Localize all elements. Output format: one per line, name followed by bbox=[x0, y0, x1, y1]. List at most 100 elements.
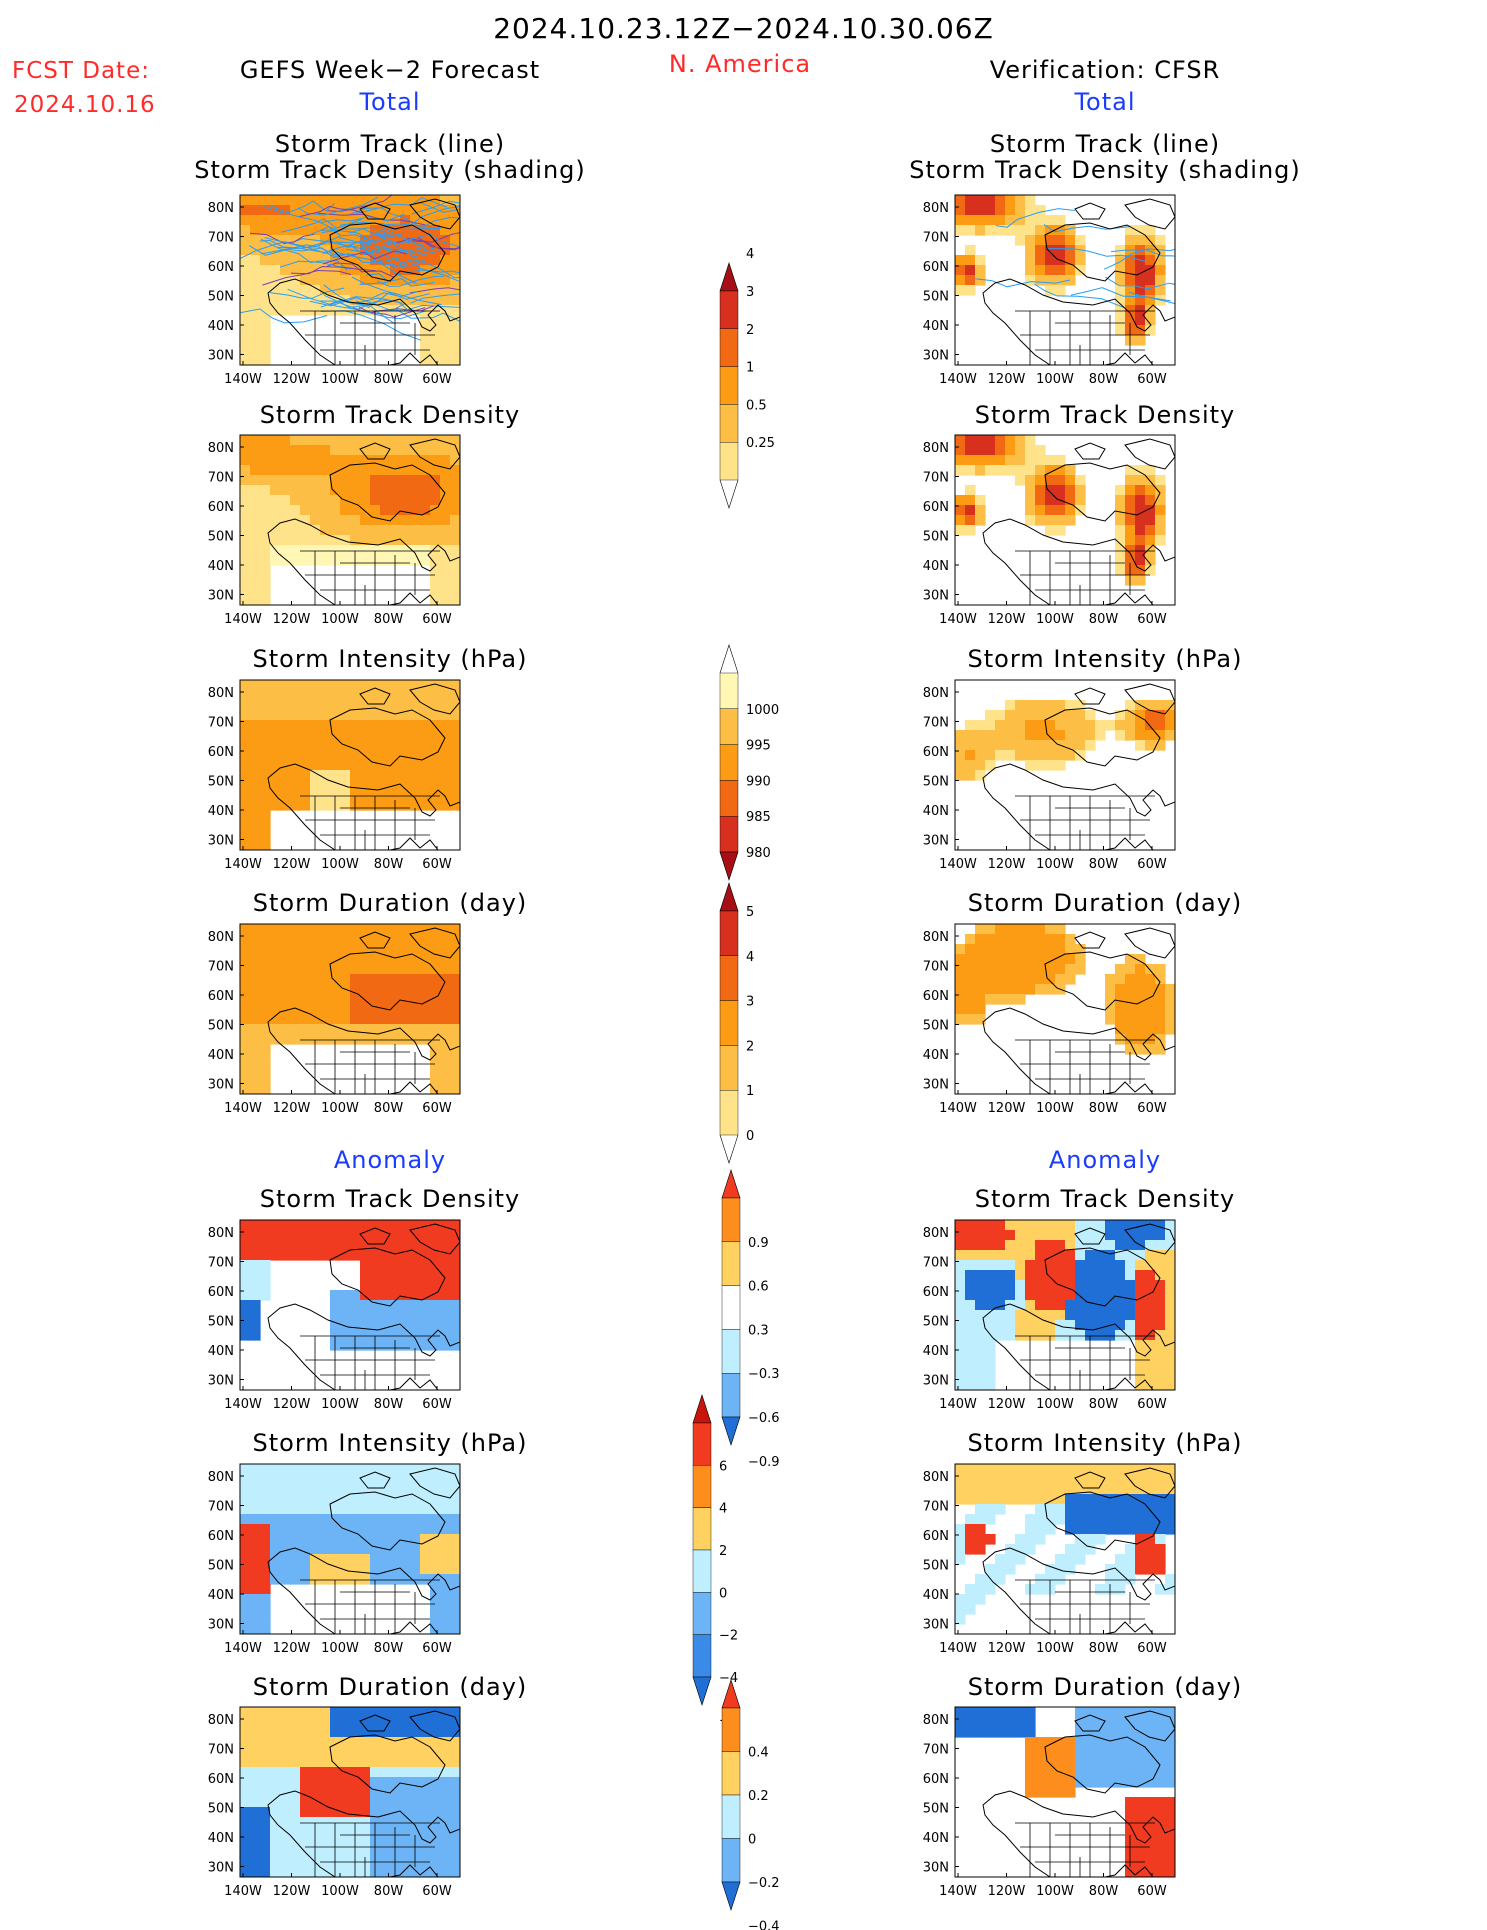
lat-tick-label: 40N bbox=[923, 1588, 949, 1603]
map-cell bbox=[1135, 1847, 1146, 1858]
colorbar-swatch bbox=[722, 1329, 740, 1373]
map-cell bbox=[390, 1240, 401, 1251]
map-cell bbox=[340, 690, 351, 701]
map-cell bbox=[400, 1867, 411, 1878]
map-cell bbox=[280, 1564, 291, 1575]
colorbar-label: 4 bbox=[746, 247, 754, 262]
map-cell bbox=[330, 1717, 341, 1728]
map-cell bbox=[440, 1290, 451, 1301]
map-cell bbox=[1005, 215, 1016, 226]
map-cell bbox=[1005, 730, 1016, 741]
map-cell bbox=[440, 245, 451, 256]
map-cell bbox=[1105, 1727, 1116, 1738]
map-cell bbox=[260, 555, 271, 566]
map-cell bbox=[1065, 710, 1076, 721]
map-cell bbox=[440, 555, 451, 566]
map-cell bbox=[985, 1494, 996, 1505]
map-cell bbox=[310, 1230, 321, 1241]
map-cell bbox=[965, 1534, 976, 1545]
map-cell bbox=[430, 345, 441, 356]
map-cell bbox=[290, 495, 301, 506]
map-cell bbox=[260, 355, 271, 366]
map-cell bbox=[330, 505, 341, 516]
map-cell bbox=[360, 974, 371, 985]
map-cell bbox=[350, 1797, 361, 1808]
map-cell bbox=[300, 954, 311, 965]
map-cell bbox=[320, 1747, 331, 1758]
map-cell bbox=[995, 1727, 1006, 1738]
lon-tick-label: 80W bbox=[1089, 857, 1119, 872]
map-cell bbox=[450, 1787, 461, 1798]
map-cell bbox=[1135, 1534, 1146, 1545]
map-cell bbox=[430, 1604, 441, 1615]
map-cell bbox=[1065, 974, 1076, 985]
colorbar-swatch bbox=[693, 1423, 711, 1465]
map-cell bbox=[400, 505, 411, 516]
map-cell bbox=[1145, 1350, 1156, 1361]
map-cell bbox=[1035, 505, 1046, 516]
map-cell bbox=[1015, 934, 1026, 945]
map-cell bbox=[1145, 1847, 1156, 1858]
map-cell bbox=[1165, 1260, 1176, 1271]
map-cell bbox=[330, 1014, 341, 1025]
map-cell bbox=[410, 740, 421, 751]
map-cell bbox=[1085, 1767, 1096, 1778]
map-cell bbox=[300, 1717, 311, 1728]
map-cell bbox=[1115, 1757, 1126, 1768]
map-cell bbox=[270, 255, 281, 266]
colorbar-swatch bbox=[693, 1465, 711, 1507]
map-cell bbox=[1165, 1024, 1176, 1035]
map-cell bbox=[995, 1250, 1006, 1261]
map-cell bbox=[1155, 1044, 1166, 1055]
map-cell bbox=[380, 1777, 391, 1788]
map-cell bbox=[450, 1614, 461, 1625]
map-cell bbox=[1035, 1320, 1046, 1331]
map-cell bbox=[1005, 445, 1016, 456]
map-cell bbox=[300, 1807, 311, 1818]
map-cell bbox=[440, 1074, 451, 1085]
map-cell bbox=[430, 285, 441, 296]
map-cell bbox=[1155, 1034, 1166, 1045]
map-cell bbox=[975, 195, 986, 206]
map-cell bbox=[390, 680, 401, 691]
map-cell bbox=[280, 1767, 291, 1778]
map-cell bbox=[1155, 964, 1166, 975]
map-cell bbox=[965, 1360, 976, 1371]
lat-tick-label: 40N bbox=[923, 1048, 949, 1063]
map-cell bbox=[280, 1554, 291, 1565]
map-cell bbox=[955, 225, 966, 236]
map-cell bbox=[350, 535, 361, 546]
map-cell bbox=[1055, 720, 1066, 731]
map-cell bbox=[290, 1534, 301, 1545]
map-cell bbox=[1005, 1270, 1016, 1281]
map-cell bbox=[1165, 1837, 1176, 1848]
map-cell bbox=[300, 275, 311, 286]
map-cell bbox=[440, 1044, 451, 1055]
map-cell bbox=[1105, 1310, 1116, 1321]
map-cell bbox=[340, 964, 351, 975]
lon-tick-label: 120W bbox=[273, 1397, 311, 1412]
map-cell bbox=[440, 760, 451, 771]
lat-tick-label: 80N bbox=[923, 201, 949, 216]
map-cell bbox=[985, 455, 996, 466]
map-cell bbox=[390, 525, 401, 536]
map-cell bbox=[1015, 1464, 1026, 1475]
coastline bbox=[983, 764, 1175, 850]
map-cell bbox=[370, 1534, 381, 1545]
map-cell bbox=[975, 1380, 986, 1391]
map-cell bbox=[1035, 1300, 1046, 1311]
coastline bbox=[1125, 439, 1175, 469]
lat-tick-label: 60N bbox=[923, 745, 949, 760]
lon-tick-label: 80W bbox=[374, 1397, 404, 1412]
colorbar-swatch bbox=[693, 1508, 711, 1550]
map-cell bbox=[1105, 1474, 1116, 1485]
map-cell bbox=[360, 1544, 371, 1555]
map-cell bbox=[340, 1034, 351, 1045]
map-cell bbox=[995, 455, 1006, 466]
map-cell bbox=[1065, 1757, 1076, 1768]
map-cell bbox=[360, 1767, 371, 1778]
map-cell bbox=[955, 275, 966, 286]
map-cell bbox=[1065, 1230, 1076, 1241]
